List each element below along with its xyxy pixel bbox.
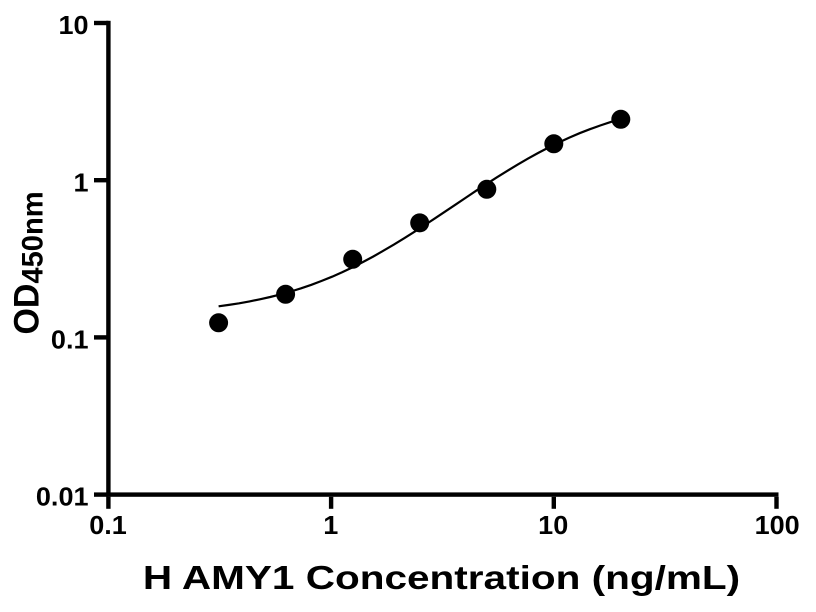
svg-text:0.1: 0.1 [89,511,127,540]
svg-text:100: 100 [755,511,800,540]
svg-text:10: 10 [58,11,88,40]
svg-text:1: 1 [323,511,338,540]
svg-text:10: 10 [538,511,568,540]
svg-text:0.1: 0.1 [51,325,89,354]
svg-text:H AMY1 Concentration (ng/mL): H AMY1 Concentration (ng/mL) [143,558,740,596]
svg-text:0.01: 0.01 [36,482,89,511]
svg-text:1: 1 [73,168,88,197]
